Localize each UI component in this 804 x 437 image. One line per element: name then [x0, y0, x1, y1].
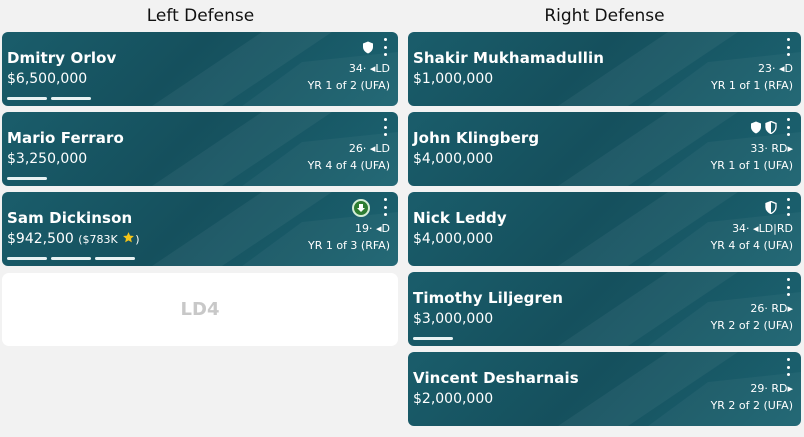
player-contract: YR 4 of 4 (UFA) — [710, 239, 793, 252]
player-age-position: 34· ◂LD|RD — [732, 222, 793, 235]
player-contract: YR 1 of 1 (UFA) — [710, 159, 793, 172]
salary-sub-close: ) — [135, 233, 140, 246]
salary-value: $942,500 — [7, 231, 74, 247]
player-salary: $6,500,000 — [7, 71, 88, 87]
card-background-pattern — [558, 352, 801, 426]
player-card-right-3[interactable]: Nick Leddy $4,000,000 34· ◂LD|RD YR 4 of… — [408, 192, 801, 266]
more-options-icon[interactable] — [783, 118, 793, 136]
player-name: Mario Ferraro — [7, 129, 124, 147]
player-contract: YR 2 of 2 (UFA) — [710, 399, 793, 412]
player-salary: $1,000,000 — [413, 71, 494, 87]
player-salary: $942,500 ($783K ) — [7, 231, 140, 247]
player-salary: $4,000,000 — [413, 231, 494, 247]
player-age-position: 23· ◂D — [758, 62, 793, 75]
card-background-pattern — [152, 32, 398, 106]
card-background-pattern — [152, 192, 398, 266]
rating-bars — [413, 337, 453, 340]
player-card-left-2[interactable]: Mario Ferraro $3,250,000 26· ◂LD YR 4 of… — [2, 112, 398, 186]
player-card-right-4[interactable]: Timothy Liljegren $3,000,000 26· RD▸ YR … — [408, 272, 801, 346]
card-background-pattern — [558, 112, 801, 186]
more-options-icon[interactable] — [380, 38, 390, 56]
star-icon — [123, 232, 135, 243]
player-age-position: 26· ◂LD — [348, 142, 390, 155]
more-options-icon[interactable] — [783, 278, 793, 296]
player-age-position: 19· ◂D — [355, 222, 390, 235]
player-salary: $2,000,000 — [413, 391, 494, 407]
player-name: Vincent Desharnais — [413, 369, 579, 387]
right-defense-title: Right Defense — [544, 6, 665, 26]
player-salary: $4,000,000 — [413, 151, 494, 167]
player-card-right-2[interactable]: John Klingberg $4,000,000 33· RD▸ YR 1 o… — [408, 112, 801, 186]
player-age-position: 29· RD▸ — [750, 382, 793, 395]
rating-bars — [7, 97, 91, 100]
player-name: Dmitry Orlov — [7, 49, 117, 67]
player-contract: YR 1 of 2 (UFA) — [307, 79, 390, 92]
card-background-pattern — [558, 272, 801, 346]
player-contract: YR 1 of 1 (RFA) — [710, 79, 793, 92]
player-name: Sam Dickinson — [7, 209, 133, 227]
more-options-icon[interactable] — [380, 118, 390, 136]
left-defense-title: Left Defense — [146, 6, 255, 26]
player-card-left-1[interactable]: Dmitry Orlov $6,500,000 34· ◂LD YR 1 of … — [2, 32, 398, 106]
shield-filled-icon — [363, 41, 373, 54]
card-background-pattern — [152, 112, 398, 186]
player-age-position: 34· ◂LD — [348, 62, 390, 75]
player-name: Timothy Liljegren — [413, 289, 564, 307]
rating-bars — [7, 177, 47, 180]
player-name: John Klingberg — [413, 129, 540, 147]
empty-slot-ld4[interactable]: LD4 — [2, 273, 398, 346]
player-card-right-1[interactable]: Shakir Mukhamadullin $1,000,000 23· ◂D Y… — [408, 32, 801, 106]
player-contract: YR 2 of 2 (UFA) — [710, 319, 793, 332]
more-options-icon[interactable] — [783, 198, 793, 216]
shield-half-icon — [765, 121, 777, 134]
shield-filled-icon — [751, 121, 761, 134]
player-name: Shakir Mukhamadullin — [413, 49, 604, 67]
card-background-pattern — [558, 192, 801, 266]
card-background-pattern — [558, 32, 801, 106]
more-options-icon[interactable] — [783, 358, 793, 376]
salary-sub-value: ($783K — [78, 233, 118, 246]
player-name: Nick Leddy — [413, 209, 507, 227]
player-card-right-5[interactable]: Vincent Desharnais $2,000,000 29· RD▸ YR… — [408, 352, 801, 426]
down-arrow-badge-icon — [352, 199, 370, 217]
more-options-icon[interactable] — [380, 198, 390, 216]
player-age-position: 26· RD▸ — [750, 302, 793, 315]
more-options-icon[interactable] — [783, 38, 793, 56]
rating-bars — [7, 257, 135, 260]
player-contract: YR 1 of 3 (RFA) — [307, 239, 390, 252]
player-salary: $3,000,000 — [413, 311, 494, 327]
player-salary: $3,250,000 — [7, 151, 88, 167]
player-contract: YR 4 of 4 (UFA) — [307, 159, 390, 172]
shield-half-icon — [765, 201, 777, 214]
player-card-left-3[interactable]: Sam Dickinson $942,500 ($783K ) 19· ◂D Y… — [2, 192, 398, 266]
player-age-position: 33· RD▸ — [750, 142, 793, 155]
